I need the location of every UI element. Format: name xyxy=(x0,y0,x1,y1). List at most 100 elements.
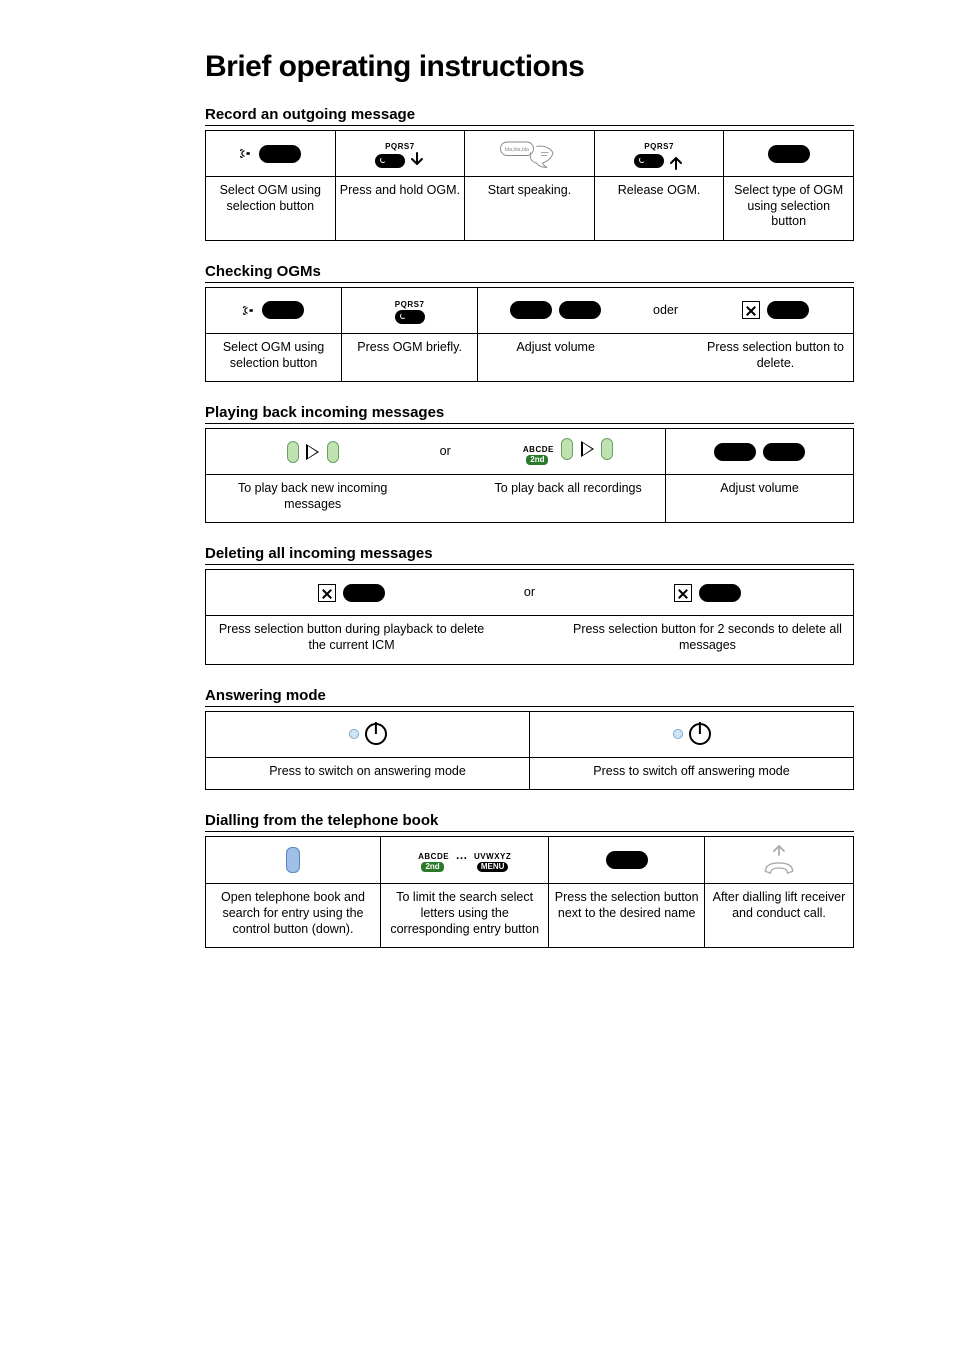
delete-or: or xyxy=(497,570,562,616)
green-knob-icon xyxy=(601,438,613,460)
delete-table: or Press selection button during playbac… xyxy=(205,569,854,664)
section-title-delete: Deleting all incoming messages xyxy=(205,545,854,565)
speak-bubble-icon: bla,bla,bla xyxy=(499,139,559,169)
dial-step-2: To limit the search select letters using… xyxy=(380,884,548,948)
selection-button-icon xyxy=(768,145,810,163)
dial-icon-2: ABCDE 2nd … UVWXYZ MENU xyxy=(380,837,548,884)
play-or: or xyxy=(419,429,471,475)
second-cap-icon: 2nd xyxy=(526,455,548,465)
section-title-answer: Answering mode xyxy=(205,687,854,707)
answer-icon-1 xyxy=(206,711,530,757)
record-icon-3: bla,bla,bla xyxy=(465,131,595,177)
dial-step-4: After dialling lift receiver and conduct… xyxy=(704,884,853,948)
check-step-1: Select OGM using selection button xyxy=(206,333,342,381)
menu-cap-icon: MENU xyxy=(477,862,509,872)
answer-icon-2 xyxy=(530,711,854,757)
record-step-2: Press and hold OGM. xyxy=(335,177,465,241)
play-icon xyxy=(306,444,319,460)
dial-icon-1 xyxy=(206,837,381,884)
play-step-or xyxy=(419,475,471,523)
selection-button-icon xyxy=(606,851,648,869)
check-icon-2: PQRS7 xyxy=(342,287,478,333)
check-icon-4 xyxy=(698,287,854,333)
volume-down-icon xyxy=(510,301,552,319)
second-cap-icon: 2nd xyxy=(421,862,443,872)
delete-icon xyxy=(318,584,336,602)
delete-step-1: Press selection button during playback t… xyxy=(206,616,498,664)
record-icon-1 xyxy=(206,131,336,177)
play-table: or ABCDE 2nd To play back new incoming m… xyxy=(205,428,854,523)
ogm-record-icon xyxy=(243,304,256,317)
record-step-1: Select OGM using selection button xyxy=(206,177,336,241)
pqrs7-label: PQRS7 xyxy=(385,143,415,151)
check-step-or xyxy=(633,333,698,381)
ogm-record-icon xyxy=(240,147,253,160)
ogm-button-icon xyxy=(395,310,425,324)
led-indicator-icon xyxy=(349,729,359,739)
volume-down-icon xyxy=(714,443,756,461)
record-step-4: Release OGM. xyxy=(594,177,724,241)
delete-icon xyxy=(674,584,692,602)
page-title: Brief operating instructions xyxy=(205,50,854,84)
record-step-3: Start speaking. xyxy=(465,177,595,241)
play-step-1: To play back new incoming messages xyxy=(206,475,420,523)
play-icon-3 xyxy=(666,429,854,475)
selection-button-icon xyxy=(259,145,301,163)
play-icon xyxy=(581,441,594,457)
check-table: PQRS7 oder Select OGM using selection bu… xyxy=(205,287,854,382)
ogm-button-icon xyxy=(375,154,405,168)
control-button-down-icon xyxy=(286,847,300,873)
answer-step-2: Press to switch off answering mode xyxy=(530,757,854,790)
section-title-dial: Dialling from the telephone book xyxy=(205,812,854,832)
section-title-check: Checking OGMs xyxy=(205,263,854,283)
green-knob-icon xyxy=(561,438,573,460)
answer-table: Press to switch on answering mode Press … xyxy=(205,711,854,791)
check-step-4: Press selection button to delete. xyxy=(698,333,854,381)
release-up-icon xyxy=(668,152,684,170)
check-icon-3 xyxy=(478,287,634,333)
play-step-3: Adjust volume xyxy=(666,475,854,523)
answer-step-1: Press to switch on answering mode xyxy=(206,757,530,790)
power-icon xyxy=(365,723,387,745)
dial-step-1: Open telephone book and search for entry… xyxy=(206,884,381,948)
record-step-5: Select type of OGM using selection butto… xyxy=(724,177,854,241)
power-icon xyxy=(689,723,711,745)
delete-icon-2 xyxy=(562,570,854,616)
handset-icon xyxy=(762,857,796,879)
play-step-2: To play back all recordings xyxy=(471,475,665,523)
delete-step-2: Press selection button for 2 seconds to … xyxy=(562,616,854,664)
dial-icon-4 xyxy=(704,837,853,884)
check-step-3: Adjust volume xyxy=(478,333,634,381)
ogm-button-icon xyxy=(634,154,664,168)
lift-up-icon xyxy=(772,841,786,857)
dial-table: ABCDE 2nd … UVWXYZ MENU Open telephone b… xyxy=(205,836,854,948)
selection-button-icon xyxy=(767,301,809,319)
play-icon-1 xyxy=(206,429,420,475)
selection-button-icon xyxy=(699,584,741,602)
check-icon-1 xyxy=(206,287,342,333)
record-icon-5 xyxy=(724,131,854,177)
selection-button-icon xyxy=(343,584,385,602)
dial-step-3: Press the selection button next to the d… xyxy=(549,884,705,948)
volume-up-icon xyxy=(559,301,601,319)
delete-icon xyxy=(742,301,760,319)
green-knob-icon xyxy=(327,441,339,463)
pqrs7-label-3: PQRS7 xyxy=(395,301,425,309)
play-icon-2: ABCDE 2nd xyxy=(471,429,665,475)
delete-step-or xyxy=(497,616,562,664)
record-icon-4: PQRS7 xyxy=(594,131,724,177)
green-knob-icon xyxy=(287,441,299,463)
volume-up-icon xyxy=(763,443,805,461)
check-or: oder xyxy=(633,287,698,333)
section-title-record: Record an outgoing message xyxy=(205,106,854,126)
uvwxyz-label: UVWXYZ xyxy=(474,853,511,861)
dial-icon-3 xyxy=(549,837,705,884)
svg-text:bla,bla,bla: bla,bla,bla xyxy=(506,147,530,153)
press-down-icon xyxy=(409,152,425,170)
abcde-label: ABCDE xyxy=(523,446,554,454)
check-step-2: Press OGM briefly. xyxy=(342,333,478,381)
pqrs7-label-2: PQRS7 xyxy=(644,143,674,151)
selection-button-icon xyxy=(262,301,304,319)
delete-icon-1 xyxy=(206,570,498,616)
section-title-play: Playing back incoming messages xyxy=(205,404,854,424)
